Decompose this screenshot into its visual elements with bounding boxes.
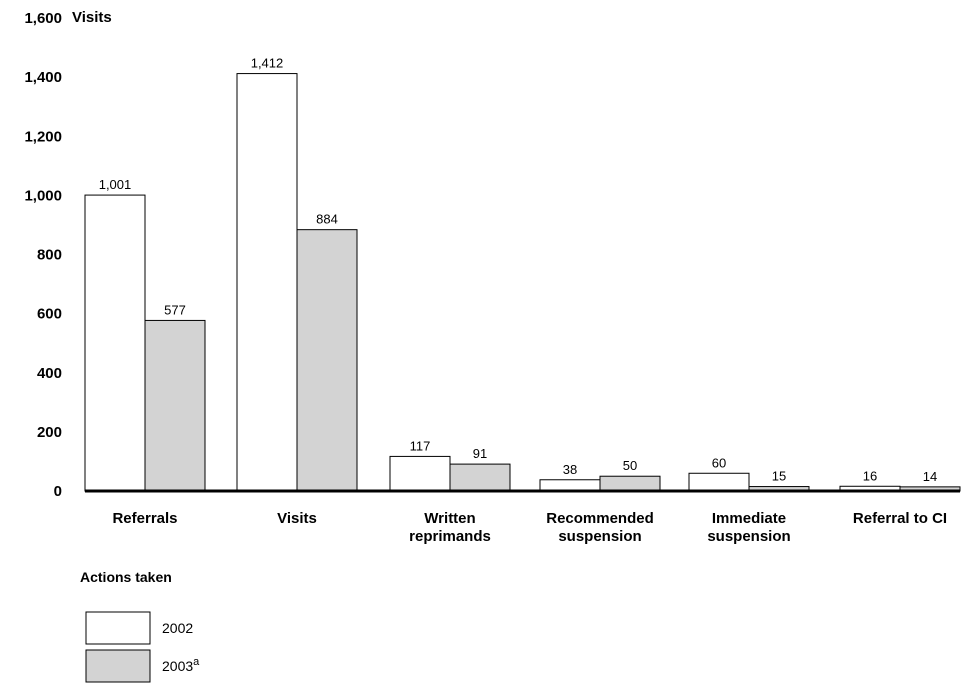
y-tick-label: 1,600 — [24, 10, 62, 27]
category-label: Recommended suspension — [546, 510, 654, 545]
bar-2003 — [296, 229, 358, 492]
y-axis-label: Visits — [72, 9, 112, 26]
bars: 1,001 1,412 117 38 60 16 577 884 91 50 15 14 — [84, 56, 961, 492]
data-label: 15 — [772, 469, 786, 484]
data-label: 1,001 — [99, 177, 132, 192]
bar-2002 — [539, 479, 601, 492]
y-tick-label: 400 — [37, 365, 62, 382]
bar-2002 — [688, 472, 750, 492]
y-tick-label: 1,000 — [24, 187, 62, 204]
bar-2002 — [389, 455, 451, 492]
legend-label: 2002 — [162, 620, 193, 636]
y-tick-label: 1,200 — [24, 128, 62, 145]
data-label: 577 — [164, 302, 186, 317]
data-label: 91 — [473, 446, 487, 461]
data-label: 1,412 — [251, 56, 284, 71]
data-label: 50 — [623, 458, 637, 473]
category-label: Referrals — [112, 510, 177, 527]
y-tick-label: 1,400 — [24, 69, 62, 86]
y-tick-label: 600 — [37, 306, 62, 323]
category-label: Referral to CI — [853, 510, 947, 527]
legend: 2002 2003a — [85, 611, 200, 683]
data-label: 117 — [410, 438, 431, 453]
legend-swatch-2002 — [85, 611, 151, 645]
y-axis: 0 200 400 600 800 1,000 1,200 1,400 1,600 — [24, 10, 62, 500]
category-label: Visits — [277, 510, 317, 527]
bar-2002 — [84, 194, 146, 492]
category-label: Immediate suspension — [707, 510, 790, 545]
x-axis-label: Actions taken — [80, 569, 172, 585]
bar-2003 — [599, 475, 661, 492]
y-tick-label: 200 — [37, 424, 62, 441]
data-label: 884 — [316, 212, 338, 227]
category-labels: Referrals Visits Written reprimands Recommen… — [112, 510, 947, 545]
legend-swatch-2003 — [85, 649, 151, 683]
y-tick-label: 800 — [37, 247, 62, 264]
category-label: Written reprimands — [409, 510, 491, 545]
legend-label: 2003a — [162, 656, 200, 674]
data-label: 60 — [712, 455, 726, 470]
bar-2002 — [236, 73, 298, 492]
bar-2003 — [144, 319, 206, 492]
y-tick-label: 0 — [54, 483, 62, 500]
bar-2003 — [449, 463, 511, 492]
data-label: 16 — [863, 468, 877, 483]
data-label: 14 — [923, 469, 937, 484]
data-label: 38 — [563, 462, 577, 477]
